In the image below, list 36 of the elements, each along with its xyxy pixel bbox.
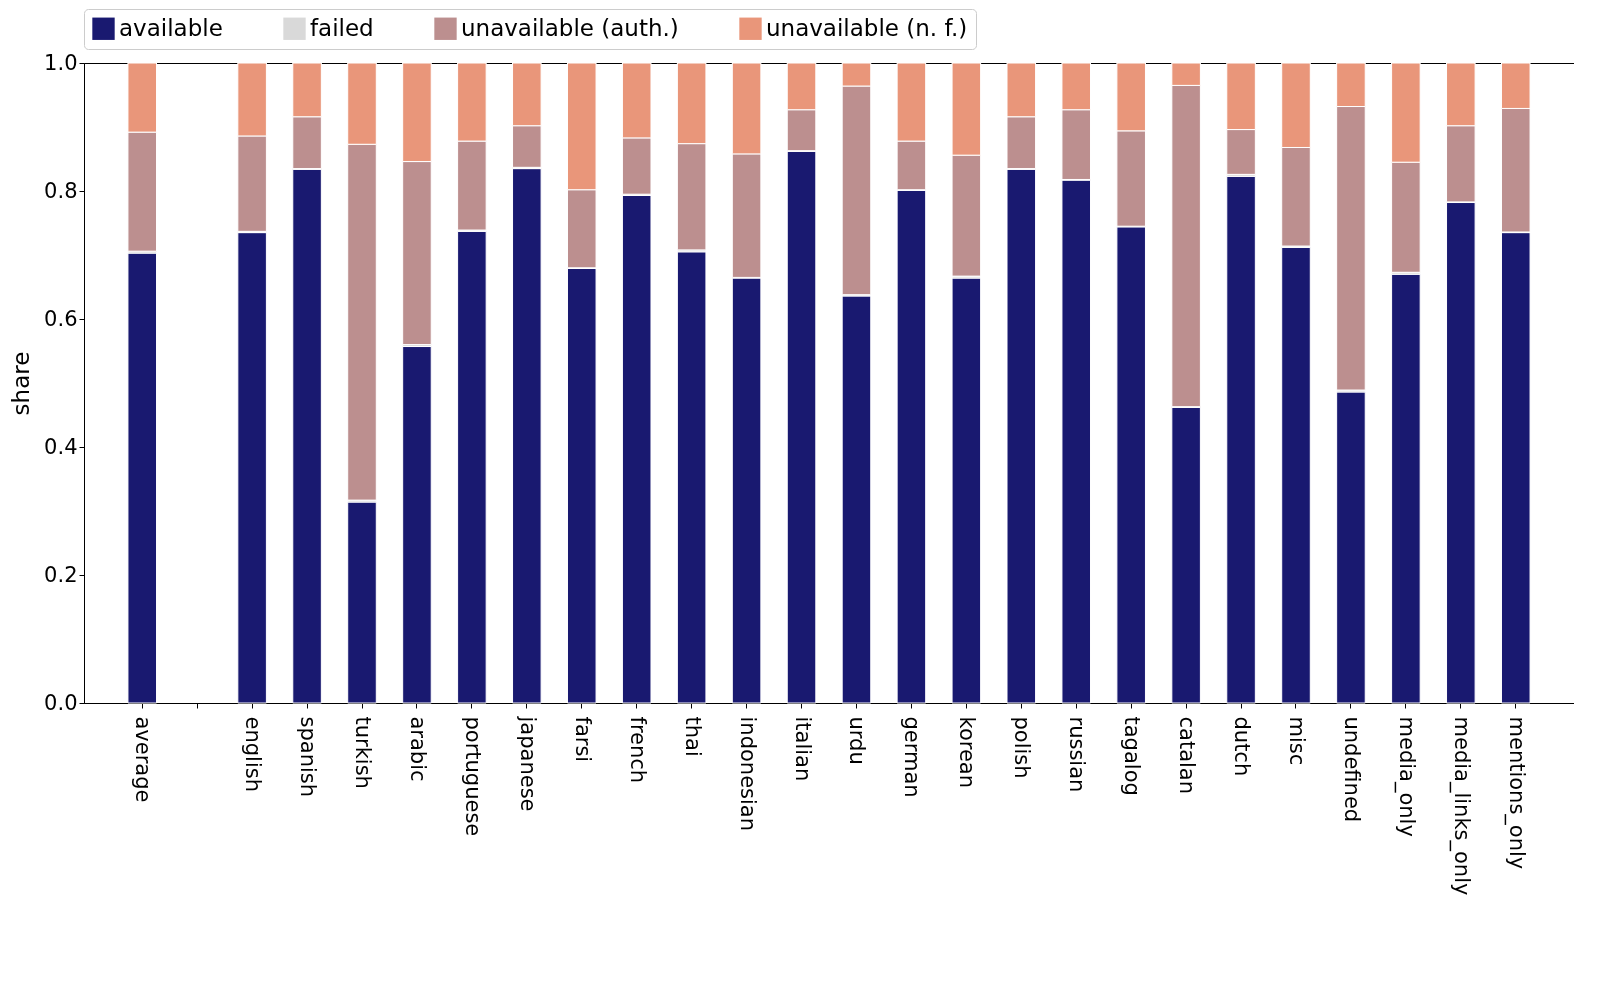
y-tick-label: 0.6 [44, 306, 78, 331]
y-tick-label: 1.0 [44, 50, 78, 75]
y-tick-label: 0.8 [44, 178, 78, 203]
x-tick-label: turkish [351, 716, 375, 789]
x-tick-label: misc [1285, 716, 1309, 766]
x-tick-label: english [241, 716, 266, 792]
x-tick-label: catalan [1175, 716, 1200, 795]
y-tick-label: 0.0 [44, 690, 78, 715]
x-tick-label: farsi [570, 716, 595, 763]
x-tick-label: german [900, 716, 925, 798]
x-tick-label: dutch [1230, 716, 1255, 777]
legend-label: available [119, 14, 223, 41]
x-tick-label: japanese [515, 715, 540, 812]
legend-label: unavailable (auth.) [461, 14, 679, 41]
legend-label: failed [310, 14, 374, 41]
y-tick-label: 0.2 [44, 562, 78, 587]
x-tick-label: media_only [1393, 716, 1419, 837]
x-tick-label: portuguese [460, 716, 485, 837]
x-tick-label: media_links_only [1448, 716, 1474, 896]
x-tick-label: polish [1010, 716, 1035, 779]
x-tick-label: arabic [405, 716, 430, 782]
x-tick-label: korean [955, 716, 980, 789]
x-tick-label: spanish [296, 716, 321, 798]
x-tick-label: french [625, 716, 650, 784]
y-tick-label: 0.4 [44, 434, 78, 459]
x-tick-label: italian [790, 716, 815, 782]
x-tick-label: thai [680, 716, 705, 757]
x-tick-label: russian [1065, 716, 1090, 793]
y-axis-title: share [8, 351, 35, 416]
x-tick-label: average [131, 716, 156, 803]
legend-label: unavailable (n. f.) [766, 14, 968, 41]
x-tick-label: mentions_only [1503, 716, 1529, 870]
x-tick-label: undefined [1339, 716, 1364, 823]
x-tick-label: indonesian [735, 716, 760, 832]
x-tick-label: tagalog [1120, 716, 1145, 796]
x-tick-label: urdu [845, 716, 870, 765]
